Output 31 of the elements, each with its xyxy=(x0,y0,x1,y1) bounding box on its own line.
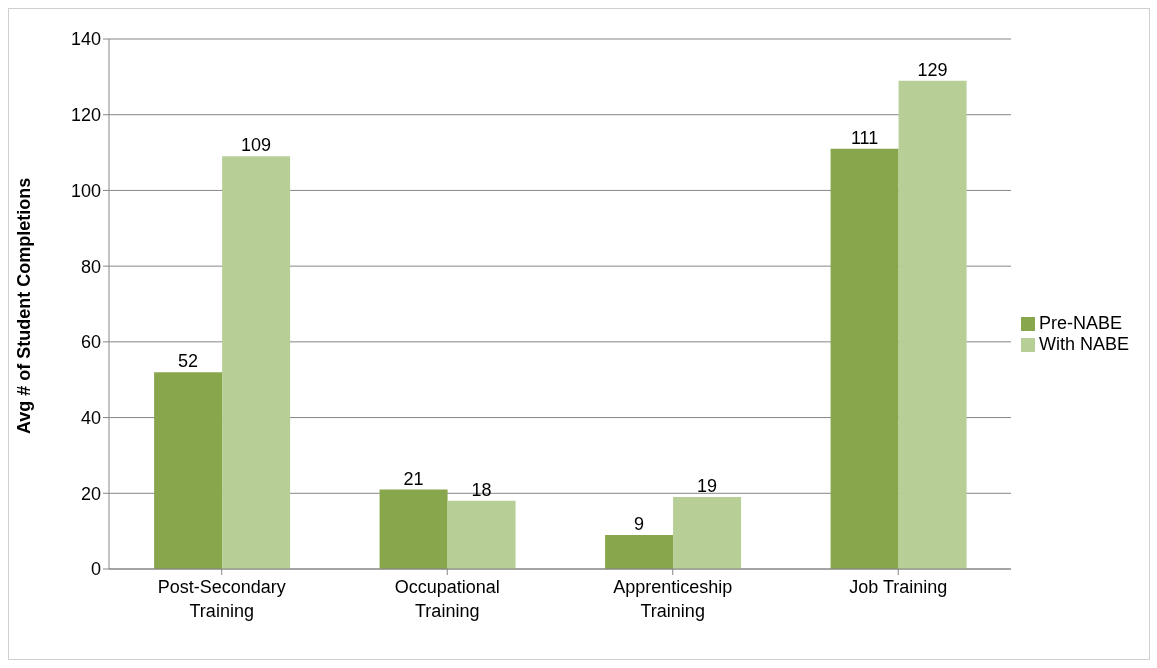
data-label: 21 xyxy=(403,468,424,489)
data-label: 52 xyxy=(178,351,199,372)
bar xyxy=(605,534,674,569)
y-tick-label: 40 xyxy=(80,407,101,428)
bar xyxy=(447,500,516,569)
y-tick-label: 0 xyxy=(90,559,101,580)
y-tick-label: 120 xyxy=(70,105,101,126)
y-tick-label: 140 xyxy=(70,29,101,50)
bar xyxy=(222,156,291,569)
legend-label: Pre-NABE xyxy=(1038,313,1122,333)
y-tick-label: 60 xyxy=(80,332,101,353)
data-label: 18 xyxy=(471,479,492,500)
x-tick-label: Job Training xyxy=(849,577,948,597)
x-tick-label: Apprenticeship Training xyxy=(613,577,733,621)
data-label: 9 xyxy=(634,513,645,534)
data-label: 129 xyxy=(917,59,948,80)
data-label: 109 xyxy=(241,135,272,156)
data-label: 111 xyxy=(850,127,879,148)
bar xyxy=(830,148,899,569)
bar xyxy=(379,489,448,569)
bar xyxy=(898,80,967,569)
bar xyxy=(154,372,223,569)
y-axis-title: Avg # of Student Completions xyxy=(14,177,35,434)
y-tick-label: 80 xyxy=(80,256,101,277)
bar xyxy=(673,497,742,569)
y-tick-label: 20 xyxy=(80,483,101,504)
y-tick-label: 100 xyxy=(70,180,101,201)
x-tick-label: Occupational Training xyxy=(394,577,500,621)
legend-label: With NABE xyxy=(1038,334,1129,354)
data-label: 19 xyxy=(697,476,718,497)
x-tick-label: Post-Secondary Training xyxy=(157,577,286,621)
